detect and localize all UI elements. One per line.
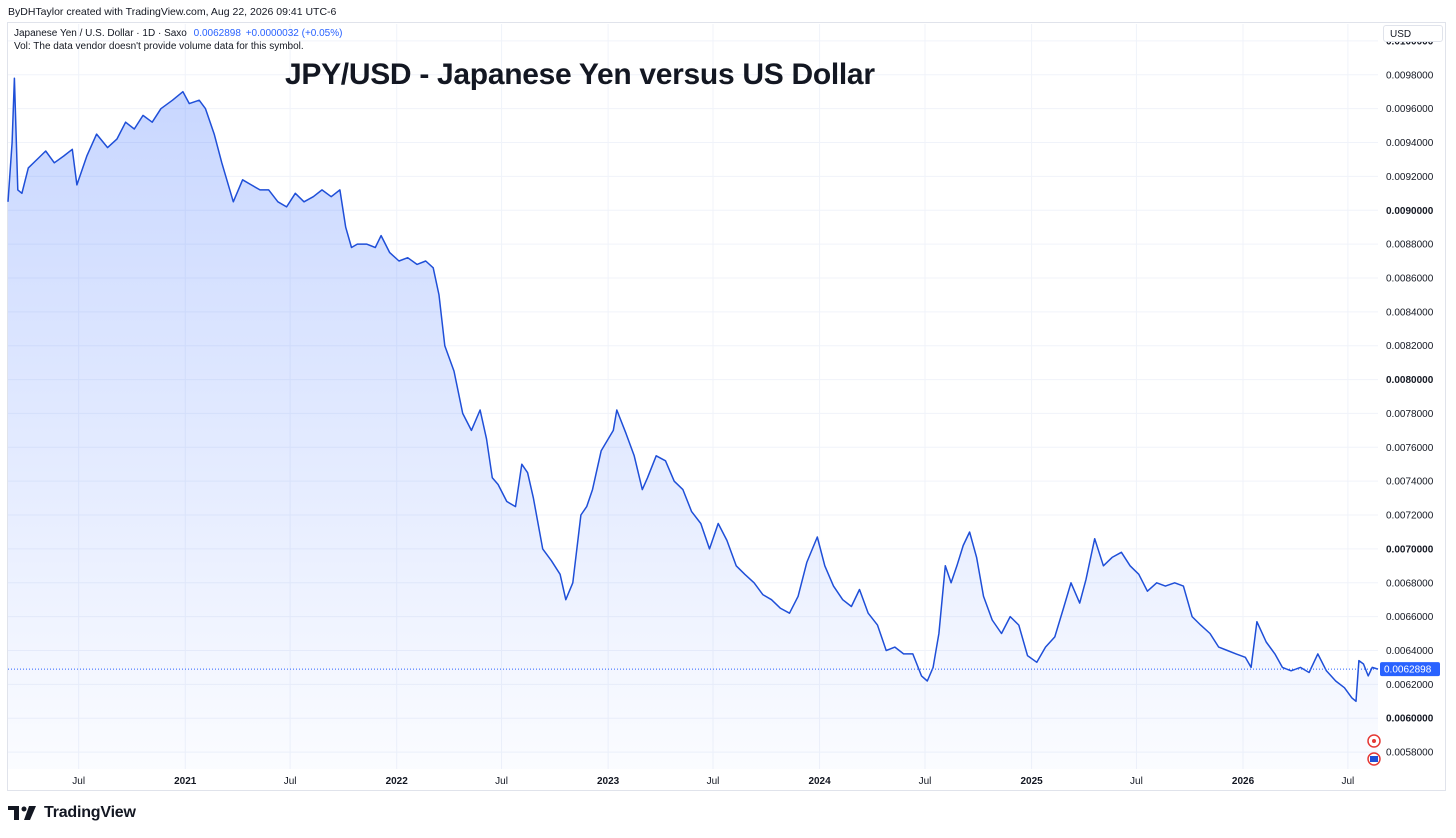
x-tick-label: Jul bbox=[707, 776, 720, 787]
y-tick-label: 0.0082000 bbox=[1386, 341, 1434, 352]
y-tick-label: 0.0066000 bbox=[1386, 612, 1434, 623]
y-tick-label: 0.0064000 bbox=[1386, 646, 1434, 657]
x-tick-label: 2023 bbox=[597, 776, 620, 787]
y-tick-label: 0.0074000 bbox=[1386, 477, 1434, 488]
y-tick-label: 0.0080000 bbox=[1386, 375, 1434, 386]
chart-title: JPY/USD - Japanese Yen versus US Dollar bbox=[285, 58, 875, 91]
volume-note: Vol: The data vendor doesn't provide vol… bbox=[14, 41, 304, 52]
x-tick-label: 2024 bbox=[808, 776, 831, 787]
attribution-text: ByDHTaylor created with TradingView.com,… bbox=[8, 6, 337, 18]
y-tick-label: 0.0078000 bbox=[1386, 409, 1434, 420]
price-line bbox=[7, 77, 1379, 703]
x-tick-label: Jul bbox=[495, 776, 508, 787]
tradingview-wordmark: TradingView bbox=[44, 804, 136, 821]
y-tick-label: 0.0094000 bbox=[1386, 138, 1434, 149]
y-tick-label: 0.0072000 bbox=[1386, 511, 1434, 522]
chart-frame bbox=[7, 22, 1446, 791]
y-tick-label: 0.0062000 bbox=[1386, 680, 1434, 691]
x-tick-label: 2022 bbox=[386, 776, 409, 787]
x-tick-label: Jul bbox=[919, 776, 932, 787]
x-tick-label: Jul bbox=[1130, 776, 1143, 787]
price-area-fill bbox=[8, 78, 1378, 769]
symbol-description: Japanese Yen / U.S. Dollar · 1D · Saxo bbox=[14, 28, 187, 39]
y-tick-label: 0.0060000 bbox=[1386, 714, 1434, 725]
legend-change: +0.0000032 (+0.05%) bbox=[245, 28, 343, 39]
y-tick-label: 0.0098000 bbox=[1386, 70, 1434, 81]
x-tick-label: 2025 bbox=[1020, 776, 1043, 787]
y-tick-label: 0.0086000 bbox=[1386, 273, 1434, 284]
x-tick-label: 2026 bbox=[1232, 776, 1255, 787]
x-tick-label: Jul bbox=[72, 776, 85, 787]
y-axis: 0.01000000.00980000.00960000.00940000.00… bbox=[1386, 36, 1434, 758]
symbol-legend: Japanese Yen / U.S. Dollar · 1D · Saxo 0… bbox=[14, 28, 342, 39]
event-flag-icons[interactable] bbox=[1367, 734, 1381, 766]
footer-branding[interactable]: TradingView bbox=[8, 804, 136, 822]
last-price-marker: 0.0062898 bbox=[1380, 662, 1440, 677]
y-tick-label: 0.0076000 bbox=[1386, 443, 1434, 454]
y-tick-label: 0.0068000 bbox=[1386, 578, 1434, 589]
x-tick-label: Jul bbox=[1341, 776, 1354, 787]
y-tick-label: 0.0088000 bbox=[1386, 240, 1434, 251]
y-tick-label: 0.0092000 bbox=[1386, 172, 1434, 183]
y-tick-label: 0.0090000 bbox=[1386, 206, 1434, 217]
currency-selector[interactable]: USD bbox=[1383, 25, 1443, 42]
y-tick-label: 0.0070000 bbox=[1386, 544, 1434, 555]
x-tick-label: Jul bbox=[284, 776, 297, 787]
x-axis: Jul 2021 Jul 2022 Jul 2023 Jul 2024 Jul 2025 Jul 20… bbox=[72, 776, 1354, 787]
y-tick-label: 0.0058000 bbox=[1386, 748, 1434, 759]
last-price-label: 0.0062898 bbox=[1384, 665, 1432, 676]
legend-price: 0.0062898 bbox=[193, 28, 241, 39]
y-tick-label: 0.0096000 bbox=[1386, 104, 1434, 115]
x-tick-label: 2021 bbox=[174, 776, 197, 787]
tradingview-logo-icon bbox=[8, 806, 36, 820]
y-tick-label: 0.0084000 bbox=[1386, 307, 1434, 318]
